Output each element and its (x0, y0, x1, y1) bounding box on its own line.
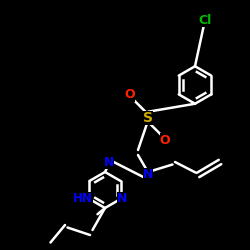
Text: N: N (117, 192, 127, 205)
Text: N: N (104, 156, 114, 168)
Text: S: S (143, 111, 153, 125)
Text: Cl: Cl (198, 14, 211, 26)
Text: N: N (143, 168, 153, 181)
Text: HN: HN (73, 192, 93, 205)
Text: O: O (160, 134, 170, 146)
Text: O: O (125, 88, 135, 102)
